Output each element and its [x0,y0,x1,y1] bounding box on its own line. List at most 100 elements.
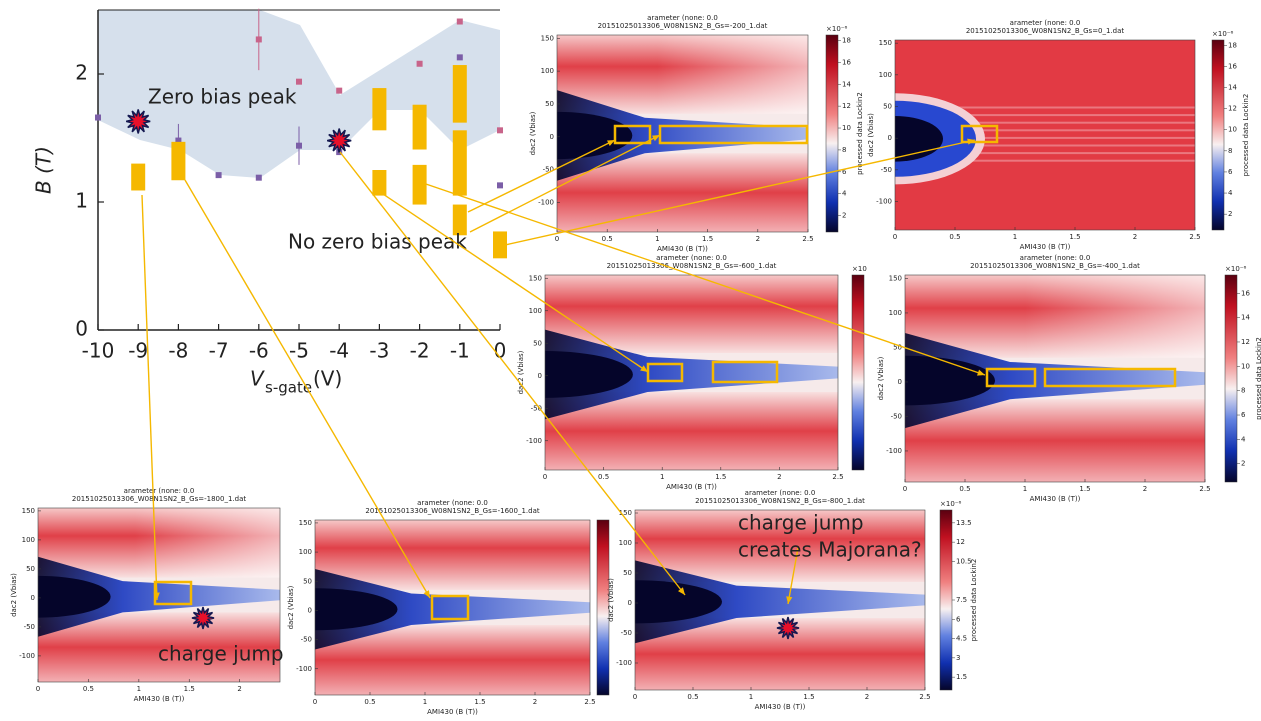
x-tick-label: 0.5 [687,693,698,701]
x-tick-label: 0.5 [83,685,94,693]
x-tick-label: 2 [237,685,241,693]
colorbar-tick-label: 18 [842,36,851,44]
colorbar [596,519,610,696]
colorbar-tick-label: 14 [1228,84,1237,92]
range-bar [131,163,146,191]
x-tick-label: 0 [313,698,317,706]
colorbar-tick-label: 8 [842,146,846,154]
plot-frame [37,507,281,683]
panel-title: arameter (none: 0.0 [1010,19,1081,27]
colorbar-scale: ×10⁻⁶ [940,500,961,508]
y-tick-label: -50 [301,636,312,644]
heat-stripe [895,106,1195,109]
y-tick-label: 50 [545,100,554,108]
colorbar-tick-label: 10.5 [956,557,972,565]
x-tick-label: 0.5 [364,698,375,706]
x-tick-label: 2 [756,235,760,243]
arrow [419,181,986,376]
panel-title: arameter (none: 0.0 [656,254,727,262]
panel-title: arameter (none: 0.0 [745,489,816,497]
range-bar [171,141,186,181]
arrow-head [640,365,648,372]
highlight-box [960,124,999,144]
data-point [215,172,222,179]
range-bar [493,231,507,259]
x-tick-label: 2.5 [1199,485,1210,493]
heat-wedge [315,569,590,650]
heat-stripe [895,129,1195,132]
x-tick-label: -5 [289,339,309,363]
y-tick-label: -50 [543,166,554,174]
x-tick-label: 0.5 [602,235,613,243]
data-point [497,127,503,134]
heat-core [38,575,111,618]
colorbar-scale: ×10 [852,265,867,273]
x-tick-label: -2 [410,339,430,363]
x-tick-label: 2.5 [1189,233,1200,241]
colorbar-tick-label: 12 [1228,105,1237,113]
colorbar-scale: ×10⁻⁶ [826,25,847,33]
x-axis-label-unit: (V) [313,367,342,391]
colorbar-tick-label: 13.5 [956,519,972,527]
colorbar-tick-label: 8 [1228,147,1232,155]
colorbar-tick-label: 12 [842,102,851,110]
heat-core [635,580,722,624]
y-axis-label: dac2 (Vbias) [607,578,615,622]
y-tick-label: 100 [889,309,902,317]
arrow [787,547,799,605]
panel-title: arameter (none: 0.0 [647,14,718,22]
colorbar-label: processed data Lockin2 [1242,94,1250,177]
x-tick-label: -1 [450,339,470,363]
range-bar [412,164,427,205]
colorbar-label: processed data Lockin2 [856,92,864,175]
x-tick-label: -3 [369,339,389,363]
colorbar-tick-label: 16 [842,58,851,66]
data-point [456,54,463,61]
colorbar-tick-label: 3 [956,654,960,662]
x-tick-label: 1.5 [184,685,195,693]
colorbar-tick-label: 4 [1228,189,1233,197]
arrow [504,139,976,246]
arrow-head [153,592,160,600]
y-tick-label: -50 [24,623,35,631]
data-point [175,137,182,144]
x-tick-label: 2.5 [832,473,843,481]
y-tick-label: 100 [22,536,35,544]
colorbar-tick-label: 4 [1241,435,1246,443]
annotation: creates Majorana? [738,538,922,562]
heat-wedge [905,332,1205,429]
y-tick-label: -100 [616,659,632,667]
heat-core [545,351,633,398]
x-axis-label-sub: s-gate [265,379,312,397]
x-tick-label: 1 [660,473,664,481]
colorbar-tick-label: 6 [842,168,847,176]
y-axis-label: dac2 (Vbias) [529,111,537,155]
plot-frame [314,519,591,696]
y-tick-label: 100 [541,67,554,75]
x-tick-label: 1.5 [1069,233,1080,241]
x-tick-label: 1 [655,235,659,243]
y-tick-label: -100 [19,652,35,660]
y-tick-label: 50 [533,339,542,347]
annotation: Zero bias peak [148,85,297,109]
colorbar-tick-label: 2 [1241,460,1245,468]
x-tick-label: -8 [168,339,188,363]
y-tick-label: 2 [75,61,88,85]
y-tick-label: 150 [619,509,632,517]
plot-frame [904,274,1206,483]
x-tick-label: 0 [555,235,559,243]
x-tick-label: 1.5 [474,698,485,706]
colorbar-scale: ×10⁻⁶ [1225,265,1246,273]
heat-stripe [895,121,1195,124]
colorbar-tick-label: 12 [1241,338,1250,346]
y-tick-label: -100 [886,447,902,455]
heatmap-image [557,35,808,232]
heat-core [557,111,633,160]
x-axis-label: AMI430 (B (T)) [755,703,806,711]
data-point [456,18,463,25]
panel-title: arameter (none: 0.0 [1020,254,1091,262]
x-axis-label: AMI430 (B (T)) [134,695,185,703]
x-tick-label: 1 [423,698,427,706]
arrow-head [977,369,985,376]
arrow [379,191,649,373]
